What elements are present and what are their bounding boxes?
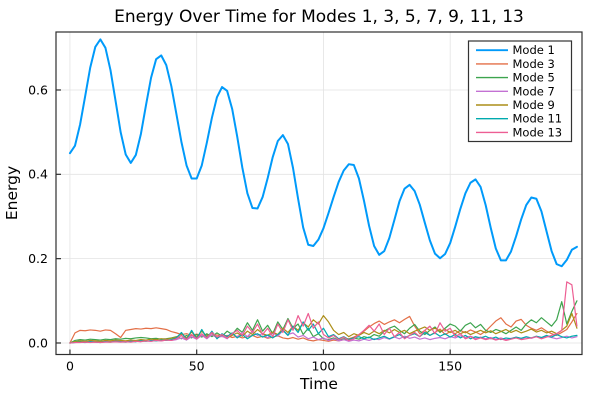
- legend-label-mode-9: Mode 9: [513, 98, 555, 112]
- x-tick-label: 150: [438, 359, 462, 374]
- y-tick-label: 0.4: [28, 167, 48, 182]
- series-line-mode-13: [69, 281, 578, 344]
- y-tick-label: 0.0: [28, 335, 48, 350]
- legend-label-mode-5: Mode 5: [513, 71, 555, 85]
- series-line-mode-1: [68, 38, 578, 268]
- chart-title: Energy Over Time for Modes 1, 3, 5, 7, 9…: [114, 7, 524, 27]
- legend-label-mode-7: Mode 7: [513, 84, 555, 98]
- series-line-mode-9: [69, 312, 578, 344]
- y-tick-label: 0.2: [28, 251, 48, 266]
- legend-label-mode-13: Mode 13: [513, 125, 563, 139]
- x-tick-label: 100: [312, 359, 336, 374]
- plot-frame: [55, 31, 583, 356]
- axis-ticks: 0 50 100 150 0.0 0.2 0.4 0.6: [28, 82, 462, 373]
- x-tick-label: 0: [66, 359, 74, 374]
- plot-border: [55, 31, 583, 356]
- y-tick-label: 0.6: [28, 82, 48, 97]
- legend-label-mode-1: Mode 1: [513, 43, 555, 57]
- legend-label-mode-3: Mode 3: [513, 57, 555, 71]
- y-axis-label: Energy: [3, 166, 21, 220]
- x-axis-label: Time: [299, 375, 338, 393]
- series-lines: [68, 38, 578, 344]
- gridlines: [56, 32, 582, 355]
- series-line-mode-3: [69, 312, 578, 344]
- legend-label-mode-11: Mode 11: [513, 112, 563, 126]
- x-tick-label: 50: [189, 359, 205, 374]
